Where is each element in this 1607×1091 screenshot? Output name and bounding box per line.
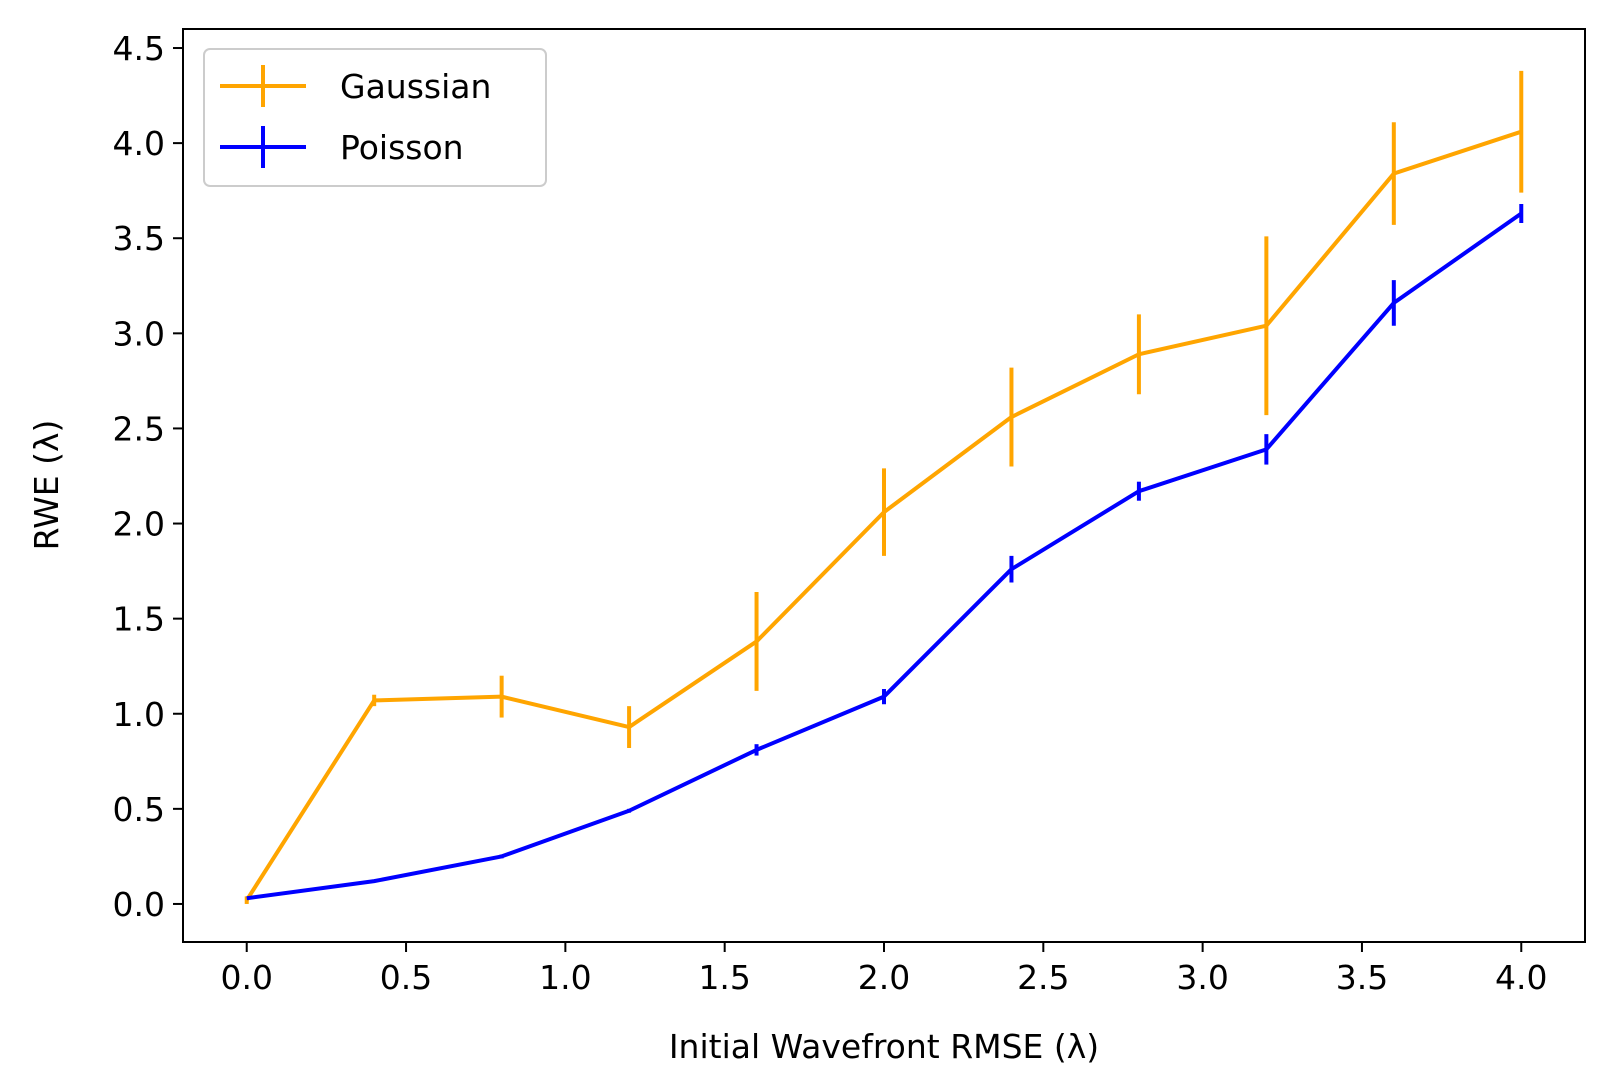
y-axis-title: RWE (λ): [27, 420, 66, 551]
series-poisson: [246, 203, 1524, 901]
y-tick-label: 0.5: [113, 790, 165, 829]
x-tick-label: 2.5: [1017, 958, 1069, 997]
y-tick-label: 3.0: [113, 314, 165, 353]
x-tick-label: 0.0: [220, 958, 272, 997]
x-tick-label: 3.5: [1336, 958, 1388, 997]
x-tick-label: 1.0: [539, 958, 591, 997]
y-tick-label: 4.0: [113, 124, 165, 163]
y-tick-label: 2.0: [113, 505, 165, 544]
series-layer: [244, 70, 1524, 904]
y-tick-label: 1.0: [113, 695, 165, 734]
legend: Gaussian Poisson: [203, 48, 547, 187]
y-tick-label: 0.0: [113, 885, 165, 924]
y-tick-label: 1.5: [113, 600, 165, 639]
legend-box: [203, 48, 547, 187]
ticks-layer: 0.0 0.5 1.0 1.5 2.0 2.5 3.0 3.5 4.0 0.0 0.5 1.0 1.5 2…: [113, 29, 1548, 997]
legend-poisson-label: Poisson: [340, 128, 464, 167]
y-tick-label: 4.5: [113, 29, 165, 68]
x-tick-label: 0.5: [380, 958, 432, 997]
y-tick-label: 2.5: [113, 409, 165, 448]
y-tick-label: 3.5: [113, 219, 165, 258]
x-tick-label: 1.5: [698, 958, 750, 997]
series-gaussian: [244, 70, 1524, 904]
x-tick-label: 3.0: [1176, 958, 1228, 997]
legend-gaussian-label: Gaussian: [340, 67, 491, 106]
x-tick-label: 2.0: [858, 958, 910, 997]
x-axis-title: Initial Wavefront RMSE (λ): [669, 1027, 1099, 1066]
plot-frame: [182, 28, 1586, 943]
x-tick-label: 4.0: [1495, 958, 1547, 997]
